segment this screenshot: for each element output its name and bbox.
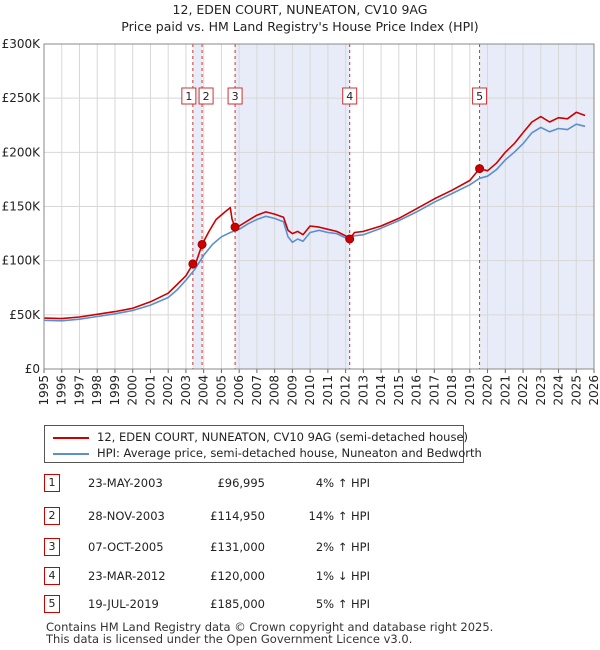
sale-label-number: 3 bbox=[232, 90, 239, 103]
x-tick-label: 2024 bbox=[552, 375, 566, 406]
sale-price: £131,000 bbox=[210, 540, 265, 554]
sale-point bbox=[230, 222, 240, 232]
sale-number-badge: 4 bbox=[44, 567, 60, 585]
chart-title: 12, EDEN COURT, NUNEATON, CV10 9AG bbox=[173, 2, 428, 17]
sale-price: £120,000 bbox=[210, 569, 265, 583]
x-tick-label: 2013 bbox=[356, 375, 370, 406]
x-tick-label: 2014 bbox=[374, 375, 388, 406]
x-tick-label: 1997 bbox=[72, 375, 86, 406]
x-tick-label: 2012 bbox=[339, 375, 353, 406]
chart-subtitle: Price paid vs. HM Land Registry's House … bbox=[121, 19, 478, 34]
footer-license: This data is licensed under the Open Gov… bbox=[46, 632, 413, 646]
x-tick-label: 1999 bbox=[108, 375, 122, 406]
x-tick-label: 2025 bbox=[569, 375, 583, 406]
legend-line-hpi bbox=[53, 452, 89, 455]
x-tick-label: 2010 bbox=[303, 375, 317, 406]
sale-number-badge: 1 bbox=[44, 474, 60, 492]
sale-label-box bbox=[227, 87, 243, 105]
property-price-line bbox=[43, 111, 586, 320]
sale-number-badge: 5 bbox=[44, 595, 60, 613]
sale-date: 23-MAY-2003 bbox=[88, 476, 163, 490]
x-tick-label: 2017 bbox=[427, 375, 441, 406]
x-tick-label: 2007 bbox=[250, 375, 264, 406]
x-tick-label: 2000 bbox=[126, 375, 140, 406]
y-tick-label: £100K bbox=[2, 254, 42, 268]
hpi-line bbox=[43, 123, 586, 322]
legend-label-property: 12, EDEN COURT, NUNEATON, CV10 9AG (semi… bbox=[97, 430, 469, 444]
sale-hpi-diff: 2% ↑ HPI bbox=[315, 540, 370, 554]
x-tick-label: 2008 bbox=[268, 375, 282, 406]
x-tick-label: 2023 bbox=[534, 375, 548, 406]
y-tick-label: £250K bbox=[2, 91, 42, 105]
sale-label-box bbox=[342, 87, 358, 105]
x-tick-label: 2015 bbox=[392, 375, 406, 406]
y-tick-label: £150K bbox=[2, 200, 42, 214]
table-row: 1 23-MAY-2003 £96,995 4% ↑ HPI bbox=[0, 474, 600, 492]
x-tick-label: 2011 bbox=[321, 375, 335, 406]
y-tick-label: £0 bbox=[25, 362, 40, 376]
sale-point bbox=[197, 239, 207, 249]
table-row: 2 28-NOV-2003 £114,950 14% ↑ HPI bbox=[0, 507, 600, 525]
legend-label-hpi: HPI: Average price, semi-detached house,… bbox=[97, 446, 482, 460]
legend-line-property bbox=[53, 436, 89, 439]
sale-date: 07-OCT-2005 bbox=[88, 540, 164, 554]
sale-price: £114,950 bbox=[210, 509, 265, 523]
sale-label-box bbox=[181, 87, 197, 105]
y-tick-label: £200K bbox=[2, 145, 42, 159]
x-tick-label: 2003 bbox=[179, 375, 193, 406]
sale-label-number: 4 bbox=[346, 90, 353, 103]
y-tick-label: £50K bbox=[9, 308, 41, 322]
sale-price: £185,000 bbox=[210, 597, 265, 611]
x-tick-label: 2026 bbox=[587, 375, 600, 406]
table-row: 4 23-MAR-2012 £120,000 1% ↓ HPI bbox=[0, 567, 600, 585]
x-tick-label: 2021 bbox=[498, 375, 512, 406]
legend-item-hpi: HPI: Average price, semi-detached house,… bbox=[53, 445, 482, 461]
sale-hpi-diff: 14% ↑ HPI bbox=[308, 509, 370, 523]
x-tick-label: 2020 bbox=[481, 375, 495, 406]
sale-price: £96,995 bbox=[217, 476, 265, 490]
sale-point bbox=[475, 164, 485, 174]
price-chart: 12, EDEN COURT, NUNEATON, CV10 9AG Price… bbox=[2, 2, 600, 406]
x-tick-label: 2006 bbox=[232, 375, 246, 406]
sale-number-badge: 2 bbox=[44, 507, 60, 525]
x-tick-label: 1995 bbox=[37, 375, 51, 406]
sale-number-badge: 3 bbox=[44, 538, 60, 556]
sale-label-number: 5 bbox=[476, 90, 483, 103]
legend-item-property: 12, EDEN COURT, NUNEATON, CV10 9AG (semi… bbox=[53, 429, 468, 445]
sale-hpi-diff: 1% ↓ HPI bbox=[315, 569, 370, 583]
x-tick-label: 2016 bbox=[410, 375, 424, 406]
legend: 12, EDEN COURT, NUNEATON, CV10 9AG (semi… bbox=[44, 425, 482, 463]
x-tick-label: 2005 bbox=[214, 375, 228, 406]
x-tick-label: 2022 bbox=[516, 375, 530, 406]
sale-date: 23-MAR-2012 bbox=[88, 569, 166, 583]
sale-date: 28-NOV-2003 bbox=[88, 509, 165, 523]
table-row: 5 19-JUL-2019 £185,000 5% ↑ HPI bbox=[0, 595, 600, 613]
sale-label-number: 2 bbox=[203, 90, 210, 103]
x-tick-label: 1998 bbox=[90, 375, 104, 406]
sale-label-box bbox=[198, 87, 214, 105]
y-tick-label: £300K bbox=[2, 37, 42, 51]
table-row: 3 07-OCT-2005 £131,000 2% ↑ HPI bbox=[0, 538, 600, 556]
x-tick-label: 2004 bbox=[197, 375, 211, 406]
sale-label-box bbox=[472, 87, 488, 105]
x-tick-label: 2001 bbox=[143, 375, 157, 406]
sale-point bbox=[188, 259, 198, 269]
x-tick-label: 2019 bbox=[463, 375, 477, 406]
plot-frame bbox=[43, 43, 595, 370]
sale-hpi-diff: 5% ↑ HPI bbox=[315, 597, 370, 611]
sale-hpi-diff: 4% ↑ HPI bbox=[315, 476, 370, 490]
sale-label-number: 1 bbox=[185, 90, 192, 103]
sale-point bbox=[345, 234, 355, 244]
x-tick-label: 2009 bbox=[285, 375, 299, 406]
x-tick-label: 1996 bbox=[55, 375, 69, 406]
footer-copyright: Contains HM Land Registry data © Crown c… bbox=[46, 620, 494, 634]
footer-attribution: Contains HM Land Registry data © Crown c… bbox=[46, 621, 493, 645]
x-tick-label: 2018 bbox=[445, 375, 459, 406]
x-tick-label: 2002 bbox=[161, 375, 175, 406]
sale-date: 19-JUL-2019 bbox=[88, 597, 159, 611]
